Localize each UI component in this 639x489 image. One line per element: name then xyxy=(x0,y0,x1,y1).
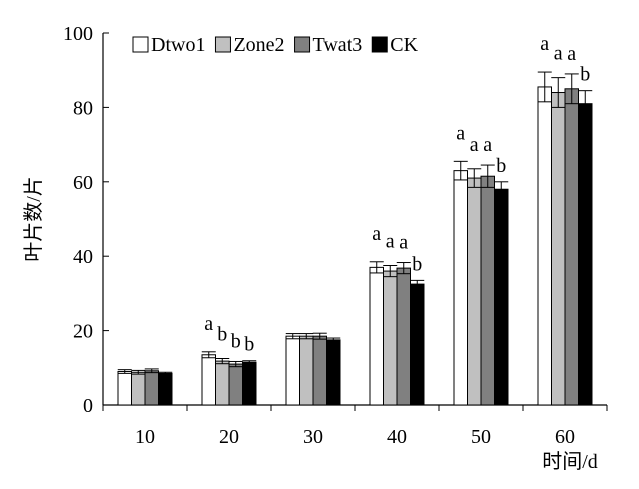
significance-letter: b xyxy=(244,334,254,356)
significance-letter: a xyxy=(399,232,408,254)
legend-swatch-zone2 xyxy=(214,36,231,53)
x-tick-label: 40 xyxy=(387,426,407,448)
legend-label-twat3: Twat3 xyxy=(313,34,363,56)
x-axis-title: 时间/d xyxy=(542,450,598,473)
tick-labels: 0 20 40 60 80 100 10 20 30 40 50 60 xyxy=(63,23,575,448)
bar-dtwo1-10 xyxy=(117,371,132,406)
significance-letter: a xyxy=(470,134,479,156)
bar-ck-60 xyxy=(578,103,593,406)
bars xyxy=(117,86,593,406)
y-axis-title: 叶片数/片 xyxy=(22,176,45,262)
significance-letter: a xyxy=(540,33,549,55)
x-tick-label: 30 xyxy=(303,426,323,448)
legend-swatch-ck xyxy=(371,36,388,53)
bar-twat3-20 xyxy=(228,363,243,406)
y-tick-label: 40 xyxy=(73,246,93,268)
significance-letter: b xyxy=(217,324,227,346)
x-tick-label: 50 xyxy=(471,426,491,448)
bar-zone2-30 xyxy=(299,335,314,406)
bar-zone2-10 xyxy=(131,371,146,406)
legend: Dtwo1 Zone2 Twat3 CK xyxy=(132,34,419,56)
bar-twat3-10 xyxy=(144,370,159,406)
significance-letter: a xyxy=(554,43,563,65)
legend-swatch-twat3 xyxy=(294,36,311,53)
x-tick-label: 20 xyxy=(219,426,239,448)
bar-dtwo1-40 xyxy=(369,266,384,406)
legend-label-ck: CK xyxy=(390,34,418,56)
bar-dtwo1-20 xyxy=(201,354,216,406)
legend-swatch-dtwo1 xyxy=(132,36,149,53)
bar-ck-50 xyxy=(494,188,509,406)
legend-label-zone2: Zone2 xyxy=(233,34,284,56)
error-bars xyxy=(117,71,593,375)
bar-twat3-60 xyxy=(564,88,579,406)
bar-zone2-60 xyxy=(551,92,566,406)
bar-dtwo1-50 xyxy=(453,170,468,406)
bar-dtwo1-30 xyxy=(285,335,300,406)
bar-zone2-20 xyxy=(215,360,230,406)
bar-zone2-50 xyxy=(467,177,482,406)
significance-letter: b xyxy=(580,64,590,86)
x-tick-label: 60 xyxy=(555,426,575,448)
bar-ck-20 xyxy=(242,361,257,406)
y-tick-label: 0 xyxy=(83,395,93,417)
bar-ck-40 xyxy=(410,283,425,406)
y-tick-label: 20 xyxy=(73,321,93,343)
significance-letter: b xyxy=(412,253,422,275)
significance-letter: a xyxy=(567,43,576,65)
bar-zone2-40 xyxy=(383,270,398,406)
y-tick-label: 100 xyxy=(63,23,93,45)
bar-twat3-40 xyxy=(396,267,411,406)
significance-letter: b xyxy=(496,155,506,177)
bar-ck-10 xyxy=(158,372,173,406)
y-tick-label: 60 xyxy=(73,172,93,194)
y-tick-label: 80 xyxy=(73,97,93,119)
significance-letter: a xyxy=(372,223,381,245)
significance-letter: a xyxy=(456,122,465,144)
legend-label-dtwo1: Dtwo1 xyxy=(151,34,205,56)
axes xyxy=(102,32,608,411)
bar-twat3-50 xyxy=(480,175,495,406)
significance-letter: a xyxy=(483,134,492,156)
bar-dtwo1-60 xyxy=(537,86,552,406)
significance-letter: a xyxy=(204,313,213,335)
bar-twat3-30 xyxy=(312,335,327,406)
bar-ck-30 xyxy=(326,339,341,406)
significance-letter: a xyxy=(386,231,395,253)
significance-letter: b xyxy=(231,330,241,352)
x-tick-label: 10 xyxy=(135,426,155,448)
